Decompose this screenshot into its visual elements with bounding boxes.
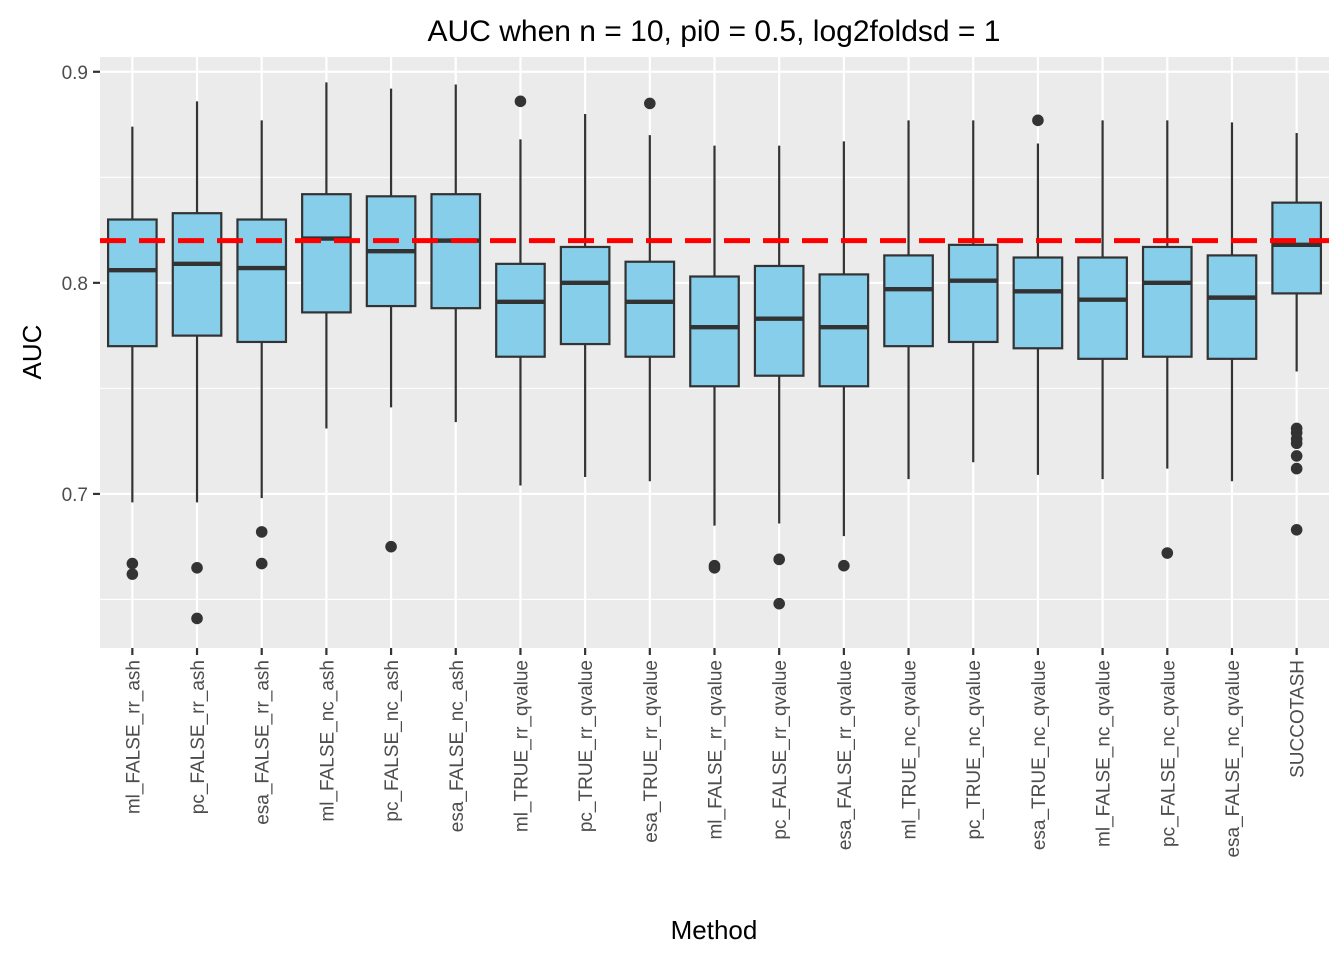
box-iqr <box>1141 245 1193 358</box>
box-ml_FALSE_nc_ash <box>301 82 352 429</box>
x-axis: ml_FALSE_rr_ash pc_FALSE_rr_ash esa_FALSE_… <box>123 648 1309 858</box>
box-iqr <box>171 212 223 337</box>
outlier-point <box>773 553 785 566</box>
outlier-point <box>1290 450 1303 462</box>
x-tick-label: esa_FALSE_rr_qvalue <box>835 660 856 850</box>
x-tick-label: pc_FALSE_nc_qvalue <box>1158 660 1179 847</box>
box-pc_TRUE_nc_qvalue <box>947 120 999 463</box>
x-tick-label: esa_TRUE_nc_qvalue <box>1029 660 1050 850</box>
outlier-point <box>1032 114 1044 127</box>
box-ml_FALSE_nc_qvalue <box>1077 120 1128 480</box>
box-esa_FALSE_nc_qvalue <box>1206 122 1258 482</box>
outlier-point <box>126 568 139 580</box>
x-tick-label: ml_FALSE_rr_ash <box>123 660 144 814</box>
x-tick-label: esa_FALSE_nc_ash <box>447 660 468 832</box>
box-iqr <box>301 193 352 314</box>
outlier-point <box>255 526 268 538</box>
box-iqr <box>818 273 870 388</box>
y-tick-label: 0.7 <box>62 485 88 506</box>
box-pc_FALSE_rr_qvalue <box>753 145 805 610</box>
box-iqr <box>559 245 611 346</box>
box-ml_TRUE_rr_qvalue <box>495 95 546 486</box>
box-pc_FALSE_nc_qvalue <box>1141 120 1193 559</box>
outlier-point <box>1290 524 1303 536</box>
x-axis-title: Method <box>671 915 758 945</box>
y-tick-label: 0.8 <box>62 274 88 295</box>
x-tick-label: SUCCOTASH <box>1288 660 1309 778</box>
box-iqr <box>1012 256 1064 350</box>
box-iqr <box>689 275 740 388</box>
outlier-point <box>708 561 721 574</box>
x-tick-label: esa_TRUE_rr_qvalue <box>641 660 662 843</box>
box-iqr <box>947 243 999 344</box>
outlier-point <box>1290 437 1303 450</box>
x-tick-label: ml_TRUE_rr_qvalue <box>511 660 532 832</box>
x-tick-label: pc_TRUE_rr_qvalue <box>576 660 597 832</box>
x-tick-label: pc_FALSE_nc_ash <box>382 660 403 822</box>
box-pc_FALSE_rr_ash <box>171 101 223 625</box>
outlier-point <box>838 559 850 572</box>
outlier-point <box>191 612 203 625</box>
outlier-point <box>644 97 656 110</box>
outlier-point <box>1290 462 1303 475</box>
box-ml_TRUE_nc_qvalue <box>883 120 934 480</box>
x-tick-label: ml_FALSE_rr_qvalue <box>706 660 727 840</box>
box-iqr <box>236 218 288 344</box>
x-tick-label: esa_FALSE_rr_ash <box>253 660 274 825</box>
x-tick-label: ml_FALSE_nc_qvalue <box>1094 660 1115 847</box>
x-tick-label: esa_FALSE_nc_qvalue <box>1223 660 1244 858</box>
outlier-point <box>385 540 397 553</box>
outlier-point <box>1161 547 1174 559</box>
outlier-point <box>126 557 139 570</box>
x-tick-label: pc_TRUE_nc_qvalue <box>964 660 985 840</box>
x-tick-label: ml_TRUE_nc_qvalue <box>900 660 921 840</box>
box-pc_TRUE_rr_qvalue <box>559 113 611 478</box>
box-iqr <box>883 254 934 348</box>
outlier-point <box>255 557 268 570</box>
outlier-point <box>514 95 527 108</box>
box-iqr <box>1271 201 1323 295</box>
box-iqr <box>624 260 676 358</box>
box-pc_FALSE_nc_ash <box>365 88 417 553</box>
box-iqr <box>495 262 546 358</box>
box-esa_TRUE_nc_qvalue <box>1012 114 1064 475</box>
x-tick-label: ml_FALSE_nc_ash <box>317 660 338 822</box>
x-tick-label: pc_FALSE_rr_ash <box>188 660 209 814</box>
y-tick-label: 0.9 <box>62 63 88 84</box>
chart-title: AUC when n = 10, pi0 = 0.5, log2foldsd =… <box>428 15 1001 48</box>
box-esa_TRUE_rr_qvalue <box>624 97 676 482</box>
box-iqr <box>430 193 482 310</box>
box-iqr <box>1206 254 1258 360</box>
box-ml_FALSE_rr_qvalue <box>689 145 740 574</box>
outlier-point <box>773 597 785 610</box>
y-axis-title: AUC <box>17 325 47 380</box>
boxes-layer <box>106 82 1323 625</box>
box-esa_FALSE_rr_qvalue <box>818 141 870 572</box>
box-iqr <box>1077 256 1128 360</box>
outlier-point <box>191 561 203 574</box>
box-SUCCOTASH <box>1271 132 1323 536</box>
x-tick-label: pc_FALSE_rr_qvalue <box>770 660 791 840</box>
y-axis: 0.7 0.8 0.9 <box>62 63 100 506</box>
